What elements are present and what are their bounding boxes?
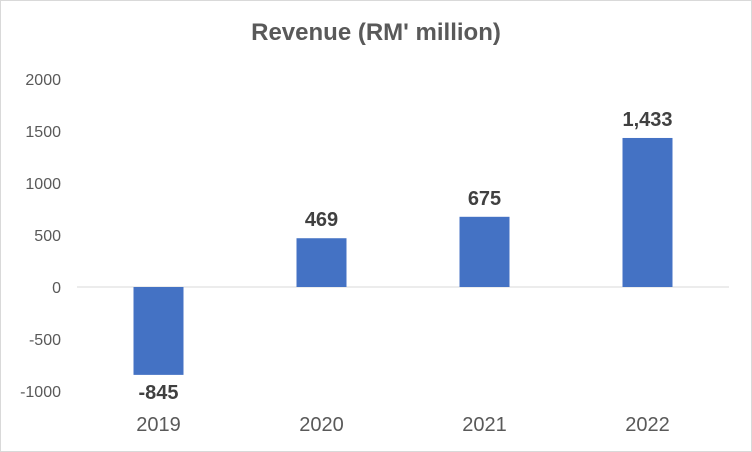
x-category-label: 2020 (299, 414, 344, 436)
x-category-label: 2021 (462, 414, 507, 436)
data-label: -845 (138, 382, 178, 404)
y-tick-label: 1000 (25, 176, 61, 193)
data-label: 675 (468, 188, 501, 210)
y-tick-label: 1500 (25, 124, 61, 141)
y-tick-label: 500 (34, 228, 61, 245)
x-category-label: 2022 (625, 414, 670, 436)
chart-title: Revenue (RM' million) (251, 19, 501, 46)
y-tick-label: -500 (29, 332, 61, 349)
bar (133, 287, 184, 375)
bar (296, 238, 347, 287)
y-tick-label: 0 (52, 280, 61, 297)
y-tick-label: 2000 (25, 72, 61, 89)
data-label: 469 (305, 209, 338, 231)
bar (459, 216, 510, 287)
y-tick-label: -1000 (20, 384, 61, 401)
x-category-label: 2019 (136, 414, 181, 436)
data-label: 1,433 (622, 109, 672, 131)
bar (622, 137, 673, 287)
